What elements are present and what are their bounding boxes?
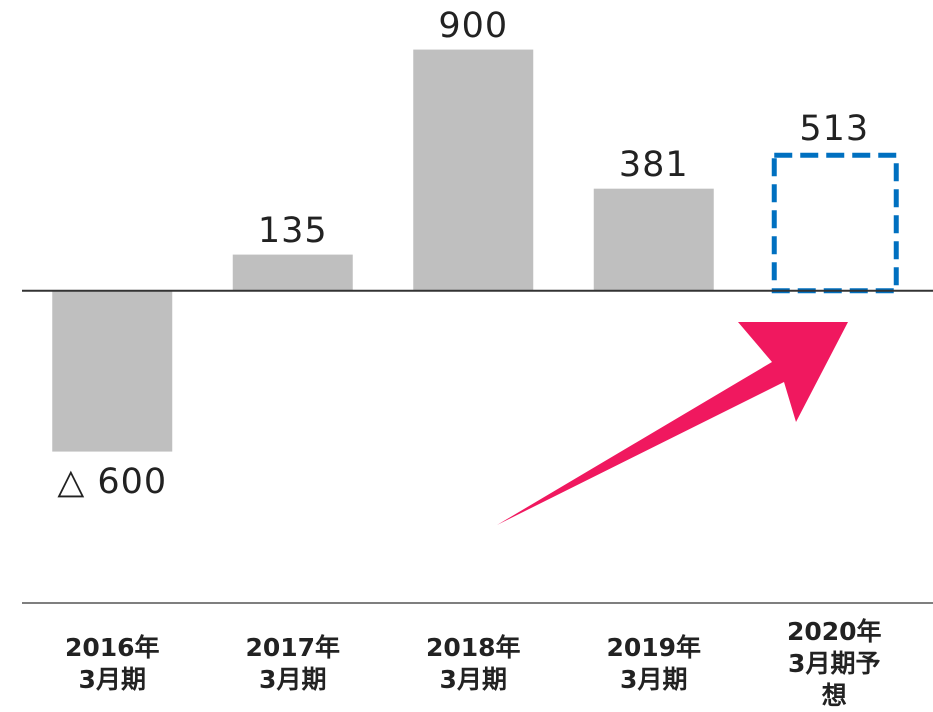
x-tick-label: 2020年 3月期予想: [786, 617, 882, 710]
value-label: 513: [799, 109, 870, 150]
x-tick-label: 2019年 3月期: [606, 633, 702, 694]
x-tick-label: 2018年 3月期: [425, 633, 521, 694]
value-label: 135: [257, 210, 328, 251]
x-tick-label: 2016年 3月期: [64, 633, 160, 694]
bar: [413, 49, 534, 291]
value-label: 900: [438, 5, 509, 46]
x-tick-label: 2017年 3月期: [245, 633, 341, 694]
bar: [52, 290, 173, 452]
forecast-bar: [771, 152, 899, 294]
trend-arrow: [497, 322, 848, 525]
value-label: 381: [618, 144, 689, 185]
value-label: △ 600: [57, 461, 168, 502]
bar: [593, 188, 714, 291]
bar: [232, 254, 353, 291]
